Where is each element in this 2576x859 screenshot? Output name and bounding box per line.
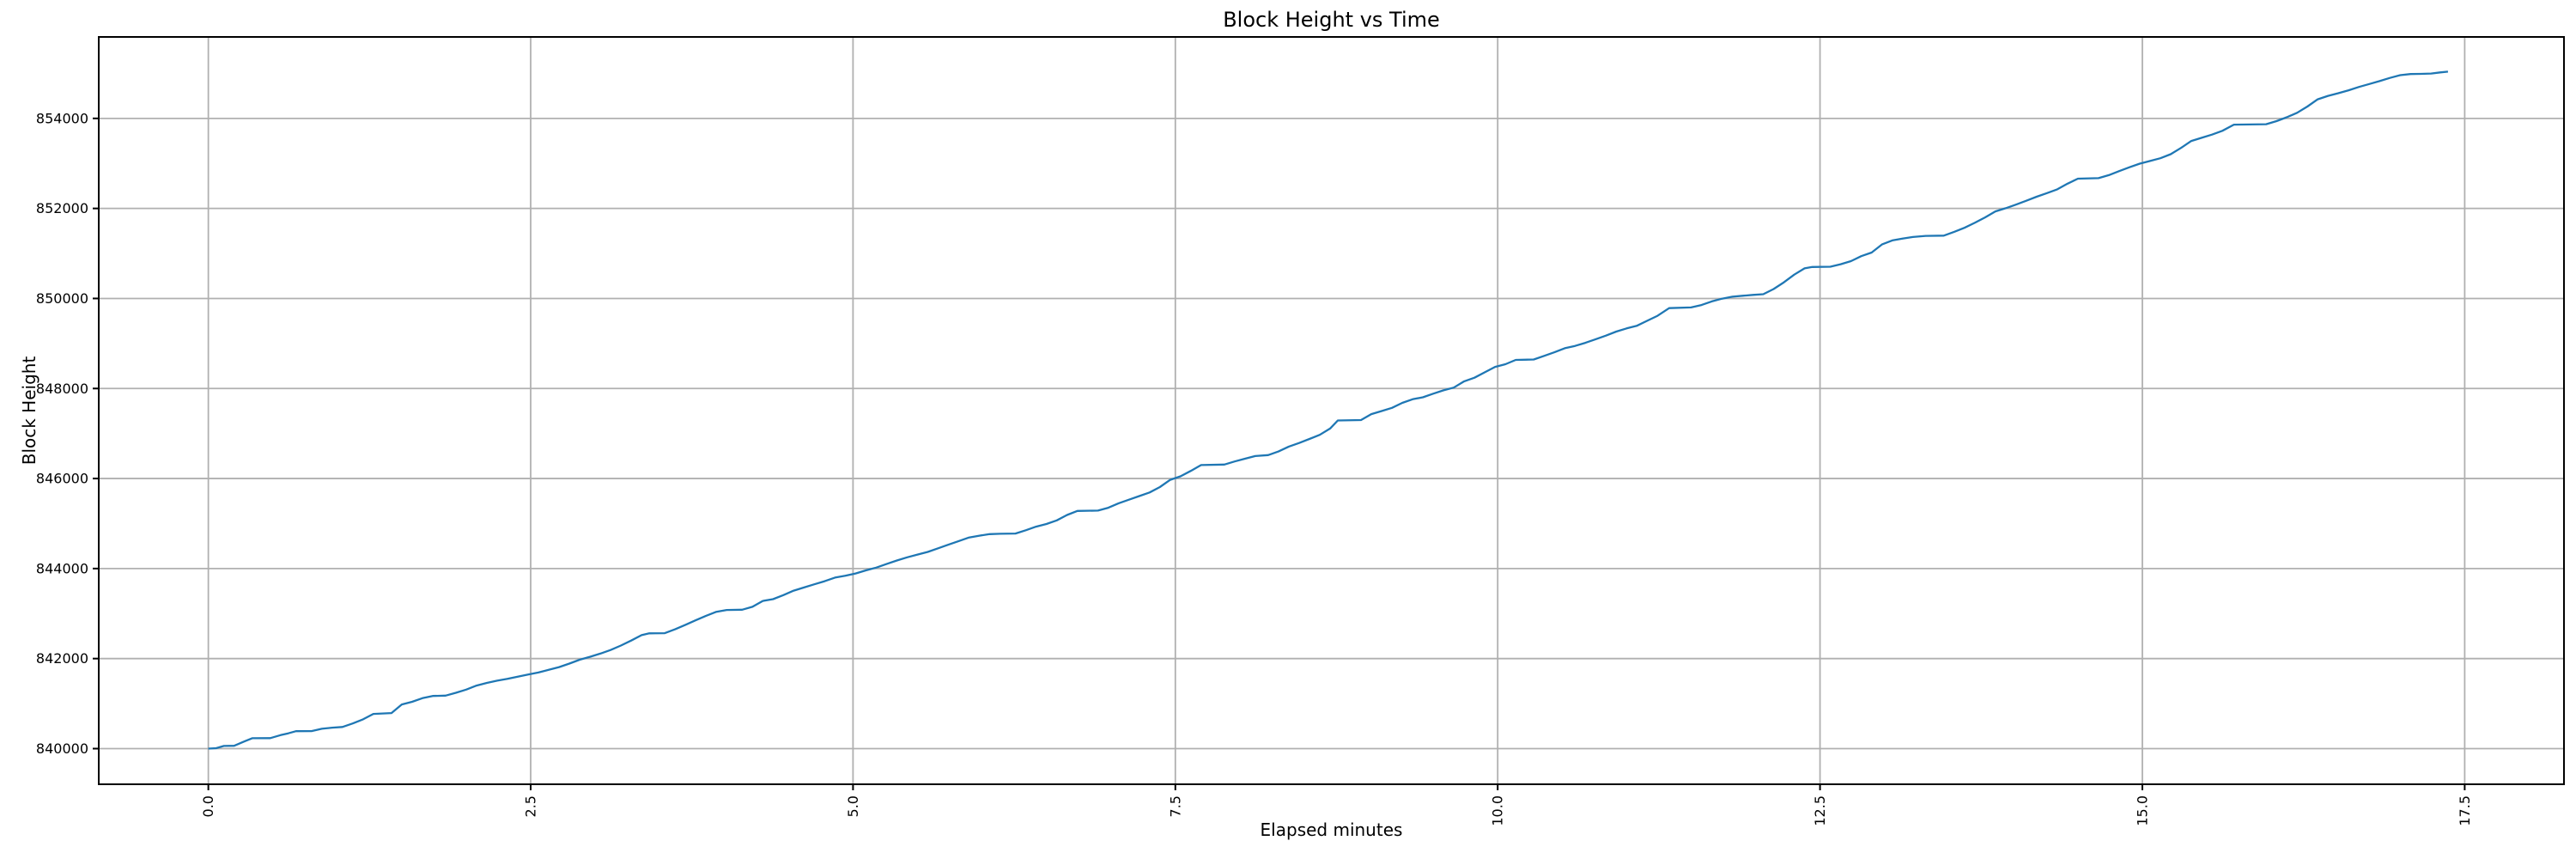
gridlines [99, 37, 2564, 784]
x-tick-label: 12.5 [1812, 795, 1828, 826]
y-tick-label: 846000 [36, 471, 88, 487]
y-tick-label: 840000 [36, 740, 88, 757]
y-tick-label: 852000 [36, 200, 88, 216]
x-tick-label: 10.0 [1490, 795, 1506, 826]
y-tick-label: 854000 [36, 110, 88, 126]
x-axis-label: Elapsed minutes [1260, 819, 1403, 840]
y-tick-label: 850000 [36, 290, 88, 307]
x-tick-label: 7.5 [1167, 795, 1183, 817]
x-tick-label: 0.0 [200, 795, 216, 817]
y-tick-label: 842000 [36, 650, 88, 667]
line-block-height [208, 70, 2449, 750]
x-tick-label: 15.0 [2134, 795, 2150, 826]
chart-title: Block Height vs Time [1223, 8, 1440, 32]
x-tick-label: 17.5 [2457, 795, 2473, 826]
y-axis-ticks: 840000 842000 844000 846000 848000 850000 8520… [36, 110, 99, 757]
series-line [208, 70, 2449, 750]
x-tick-label: 2.5 [523, 795, 539, 817]
y-tick-label: 844000 [36, 560, 88, 576]
y-tick-label: 848000 [36, 381, 88, 397]
x-tick-label: 5.0 [845, 795, 861, 817]
x-axis-ticks: 0.0 2.5 5.0 7.5 10.0 12.5 15.0 17.5 [200, 784, 2473, 826]
y-axis-label: Block Height [19, 356, 39, 466]
axes-frame [98, 36, 2565, 785]
